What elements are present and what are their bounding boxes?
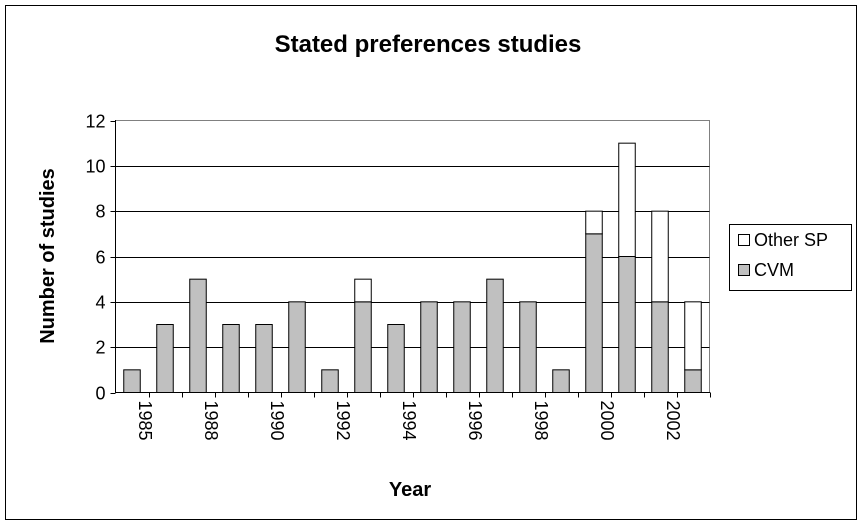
x-tick-label: 1990	[267, 401, 287, 441]
bar-cvm-1989	[222, 324, 240, 393]
gridlines	[115, 166, 710, 348]
x-tick-label: 1992	[333, 401, 353, 441]
bar-other-sp-2002	[651, 210, 669, 303]
bar-cvm-2001	[618, 256, 636, 393]
x-tick-label: 2000	[597, 401, 617, 441]
bars	[123, 142, 702, 394]
bar-other-sp-2001	[618, 142, 636, 258]
bar-cvm-1999	[552, 369, 570, 394]
x-tick-label: 1996	[465, 401, 485, 441]
x-tick-label: 1988	[201, 401, 221, 441]
y-tick-label: 10	[85, 157, 105, 177]
bar-cvm-1990	[255, 324, 273, 393]
x-ticks: 1985 1988 1990 1992 1994 1996 1998 2000 2002	[135, 392, 711, 441]
bar-other-sp-2000	[585, 210, 603, 235]
y-tick-label: 4	[95, 293, 105, 313]
bar-cvm-1991	[288, 301, 306, 394]
x-axis-title: Year	[389, 479, 431, 501]
bar-other-sp-1993	[354, 278, 372, 303]
bar-cvm-1993	[354, 301, 372, 394]
chart-title: Stated preferences studies	[275, 31, 582, 58]
bar-cvm-1985	[123, 369, 141, 394]
bar-cvm-2000	[585, 233, 603, 393]
bar-other-sp-2003	[684, 301, 702, 371]
bar-cvm-2003	[684, 369, 702, 394]
x-tick-label: 2002	[663, 401, 683, 441]
bar-cvm-1997	[486, 278, 504, 393]
bar-cvm-1996	[453, 301, 471, 394]
x-tick-label: 1994	[399, 401, 419, 441]
bar-cvm-1995	[420, 301, 438, 394]
bar-cvm-2002	[651, 301, 669, 394]
legend: Other SP CVM	[729, 224, 852, 291]
legend-label-other-sp: Other SP	[754, 230, 828, 250]
x-tick-label: 1985	[135, 401, 155, 441]
y-tick-label: 0	[95, 384, 105, 404]
y-tick-label: 8	[95, 202, 105, 222]
y-axis-title: Number of studies	[37, 168, 59, 344]
y-tick-label: 6	[95, 248, 105, 268]
legend-swatch-other-sp	[738, 234, 750, 246]
y-ticks: 0 2 4 6 8 10 12	[85, 112, 116, 404]
y-tick-label: 2	[95, 338, 105, 358]
y-tick-label: 12	[85, 112, 105, 132]
bar-cvm-1992	[321, 369, 339, 394]
bar-cvm-1994	[387, 324, 405, 393]
legend-label-cvm: CVM	[754, 260, 794, 280]
legend-swatch-cvm	[738, 264, 750, 276]
x-tick-label: 1998	[531, 401, 551, 441]
bar-cvm-1988	[189, 278, 207, 393]
bar-cvm-1986	[156, 324, 174, 393]
bar-cvm-1998	[519, 301, 537, 394]
